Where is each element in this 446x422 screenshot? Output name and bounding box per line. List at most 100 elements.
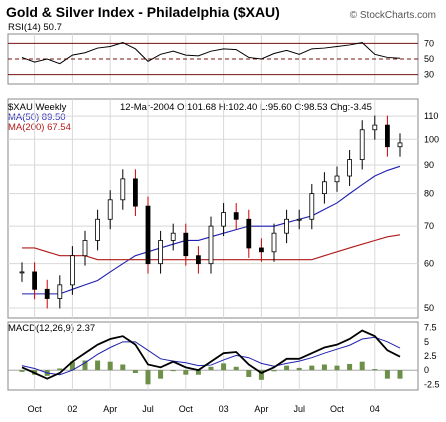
price-bar [384,124,390,148]
price-bar [95,218,100,241]
ma50-legend-value: 89.50 [41,112,66,123]
macd-histogram-bar [221,363,227,371]
price-bar [32,271,37,290]
macd-signal-line [21,336,401,376]
macd-histogram-bar [95,360,101,371]
x-tick-label: 04 [370,404,380,414]
macd-histogram-bar [372,369,378,371]
chart-title: Gold & Silver Index - Philadelphia ($XAU… [6,4,280,20]
macd-histogram-bar [19,370,25,372]
macd-histogram-bar [271,370,277,372]
macd-line [21,329,401,380]
x-tick-label: Oct [28,404,43,414]
rsi-legend-value: 50.7 [43,22,62,33]
rsi-y-tick: 50 [424,54,434,64]
macd-histogram-bar [309,365,315,371]
macd-histogram-bar [195,370,201,375]
readout-low: L:95.60 [259,102,292,113]
macd-y-tick: -2.5 [424,379,440,389]
price-bar [158,240,164,265]
macd-histogram-bar [347,363,353,371]
price-bar [221,212,227,227]
macd-histogram-bar [57,368,63,371]
price-y-tick: 90 [424,160,434,170]
macd-histogram-bar [296,367,302,371]
price-bar [309,193,315,220]
macd-histogram-bar [321,364,327,371]
macd-histogram-bar [258,370,264,380]
price-bar [258,247,264,253]
ma50-legend: MA(50) 89.50 [8,112,66,123]
price-bar [372,124,378,131]
rsi-line [21,42,401,65]
macd-y-tick: 2.5 [424,351,437,361]
rsi-legend: RSI(14) 50.7 [8,22,62,33]
macd-y-tick: 7.5 [424,323,437,333]
price-bar [145,205,151,265]
ma200-legend: MA(200) 67.54 [8,122,71,133]
x-tick-label: Jul [293,404,305,414]
macd-histogram-bar [284,365,290,371]
price-panel-border [7,98,419,319]
price-legend-series: $XAU Weekly [8,102,67,113]
x-tick-label: Jul [142,404,154,414]
x-tick-label: Oct [330,404,345,414]
macd-legend-value: 2.37 [76,323,96,334]
macd-histogram-bar [132,370,138,373]
macd-histogram-bar [384,370,390,379]
price-bar [82,240,88,257]
price-bar [208,225,214,265]
macd-histogram-bar [246,370,252,377]
price-bar [195,255,201,265]
x-tick-label: Apr [103,404,117,414]
macd-histogram-bar [120,364,126,371]
macd-histogram-bar [208,366,214,371]
readout-change: Chg:-3.45 [330,102,372,113]
macd-histogram-bar [107,361,113,371]
macd-y-tick: 5 [424,337,429,347]
x-tick-label: Apr [254,404,268,414]
macd-legend-label: MACD(12,26,9) [8,323,74,334]
macd-histogram-bar [359,361,365,371]
rsi-y-tick: 30 [424,70,434,80]
readout-close: C:98.53 [294,102,328,113]
price-y-tick: 50 [424,303,434,313]
price-bar [107,199,113,220]
rsi-y-tick: 70 [424,38,434,48]
price-bar [397,142,403,148]
macd-panel-border [7,321,419,391]
macd-histogram-bar [158,370,164,379]
x-tick-label: Oct [179,404,194,414]
macd-histogram-bar [170,370,176,372]
x-tick-label: 02 [67,404,77,414]
price-y-tick: 110 [424,111,438,121]
price-bar [296,218,302,221]
macd-histogram-bar [183,370,189,375]
price-bar [347,159,353,177]
ma200-legend-value: 67.54 [47,122,71,133]
price-y-tick: 70 [424,221,434,231]
ma200-legend-label: MA(200) [8,122,45,133]
readout-date: 12-Mar-2004 [120,102,175,113]
macd-histogram-bar [233,366,239,371]
macd-histogram-bar [334,365,340,371]
price-y-tick: 60 [424,259,434,269]
macd-histogram-bar [397,370,403,379]
macd-histogram-bar [69,361,75,371]
price-bar [321,181,327,195]
price-bar [120,178,126,201]
price-bar [284,218,290,234]
price-bar [44,288,50,299]
macd-legend: MACD(12,26,9) 2.37 [8,323,95,334]
x-tick-label: 03 [219,404,229,414]
macd-y-tick: 0 [424,365,429,375]
price-bar [170,232,176,241]
price-bar [233,212,239,220]
readout-open: O:101.68 [177,102,217,113]
price-bar [57,284,63,299]
price-y-tick: 100 [424,134,439,144]
readout-high: H:102.40 [218,102,258,113]
rsi-legend-label: RSI(14) [8,22,41,33]
macd-histogram-bar [145,370,151,385]
